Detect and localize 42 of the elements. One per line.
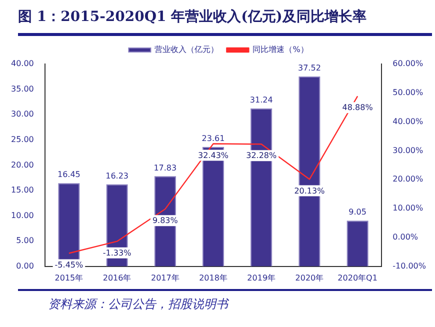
data-label: 32.28%	[246, 151, 277, 160]
y-tick-label: 35.00	[10, 84, 34, 94]
y2-tick-label: 40.00%	[392, 116, 424, 126]
y2-tick-label: -10.00%	[392, 261, 426, 270]
y-tick-label: 15.00	[10, 186, 34, 195]
x-tick-label: 2019年	[247, 273, 276, 282]
data-label: 16.23	[106, 171, 129, 180]
data-label: 48.88%	[342, 103, 374, 112]
y2-tick-label: 30.00%	[392, 146, 424, 155]
y-tick-label: 10.00	[10, 210, 34, 220]
data-label: -5.45%	[54, 260, 84, 270]
y2-tick-label: 20.00%	[392, 174, 424, 184]
y-tick-label: 20.00	[10, 160, 34, 170]
y2-tick-label: 60.00%	[392, 59, 424, 68]
data-label: 9.83%	[152, 216, 178, 226]
data-label: 16.45	[58, 170, 80, 180]
x-tick-label: 2018年	[199, 273, 228, 282]
x-tick-label: 2020年	[295, 273, 324, 282]
x-tick-label: 2020年Q1	[338, 273, 378, 282]
legend-label: 营业收入（亿元）	[154, 45, 219, 54]
data-label: 37.52	[298, 64, 321, 73]
y-tick-label: 5.00	[16, 236, 34, 246]
y2-tick-label: 50.00%	[392, 88, 424, 97]
y2-tick-label: 0.00%	[392, 232, 418, 242]
data-label: 23.61	[202, 134, 225, 144]
data-label: -1.33%	[102, 248, 132, 258]
y-tick-label: 40.00	[10, 59, 34, 68]
text: 资料来源：公司公告，招股说明书	[48, 296, 228, 313]
x-tick-label: 2016年	[102, 273, 132, 282]
x-tick-label: 2015年	[54, 273, 84, 282]
y2-tick-label: 10.00%	[392, 204, 424, 213]
data-label: 17.83	[154, 163, 177, 172]
data-label: 31.24	[250, 95, 273, 104]
chart-title: 图 1：2015-2020Q1 年营业收入(亿元)及同比增长率	[18, 8, 366, 26]
y-tick-label: 0.00	[16, 261, 34, 270]
y-tick-label: 25.00	[10, 134, 34, 144]
data-label: 32.43%	[198, 150, 229, 160]
x-tick-label: 2017年	[150, 273, 180, 282]
data-label: 9.05	[348, 208, 366, 217]
data-label: 20.13%	[294, 186, 326, 196]
y-tick-label: 30.00	[10, 110, 34, 119]
legend-label: 同比增速（%）	[252, 45, 308, 54]
